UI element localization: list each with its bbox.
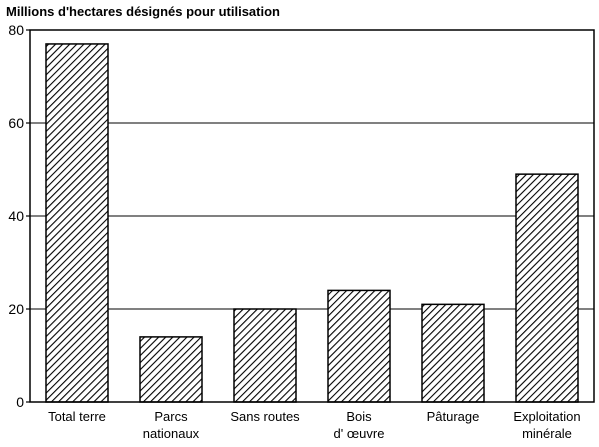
y-tick-label: 0 (16, 394, 24, 410)
bar (45, 43, 109, 403)
bar (139, 336, 203, 403)
bar (233, 308, 297, 403)
category-label: Bois d' œuvre (334, 409, 385, 441)
category-label-line: minérale (522, 426, 572, 441)
category-label-line: d' œuvre (334, 426, 385, 441)
category-label-line: Exploitation (513, 409, 580, 424)
category-label: Exploitation minérale (513, 409, 580, 441)
y-tick-label: 80 (8, 22, 24, 38)
category-label: Parcs nationaux (143, 409, 200, 441)
category-label-line: Bois (346, 409, 372, 424)
y-tick-labels: 0 20 40 60 80 (8, 22, 24, 410)
category-label-line: Total terre (48, 409, 106, 424)
gridlines (26, 29, 594, 403)
bar (327, 289, 391, 403)
bars (45, 43, 579, 403)
category-label: Sans routes (230, 409, 300, 424)
category-label-line: Sans routes (230, 409, 300, 424)
category-label: Total terre (48, 409, 106, 424)
bar (515, 173, 579, 403)
category-label-line: Parcs (154, 409, 188, 424)
y-axis-label: Millions d'hectares désignés pour utilis… (6, 4, 280, 19)
bar (421, 303, 485, 403)
y-tick-label: 60 (8, 115, 24, 131)
category-label-line: Pâturage (427, 409, 480, 424)
plot-frame (29, 29, 595, 403)
y-tick-label: 20 (8, 301, 24, 317)
category-label-line: nationaux (143, 426, 200, 441)
category-label: Pâturage (427, 409, 480, 424)
y-tick-label: 40 (8, 208, 24, 224)
category-labels: Total terre Parcs nationaux Sans routes Bois… (48, 409, 581, 441)
